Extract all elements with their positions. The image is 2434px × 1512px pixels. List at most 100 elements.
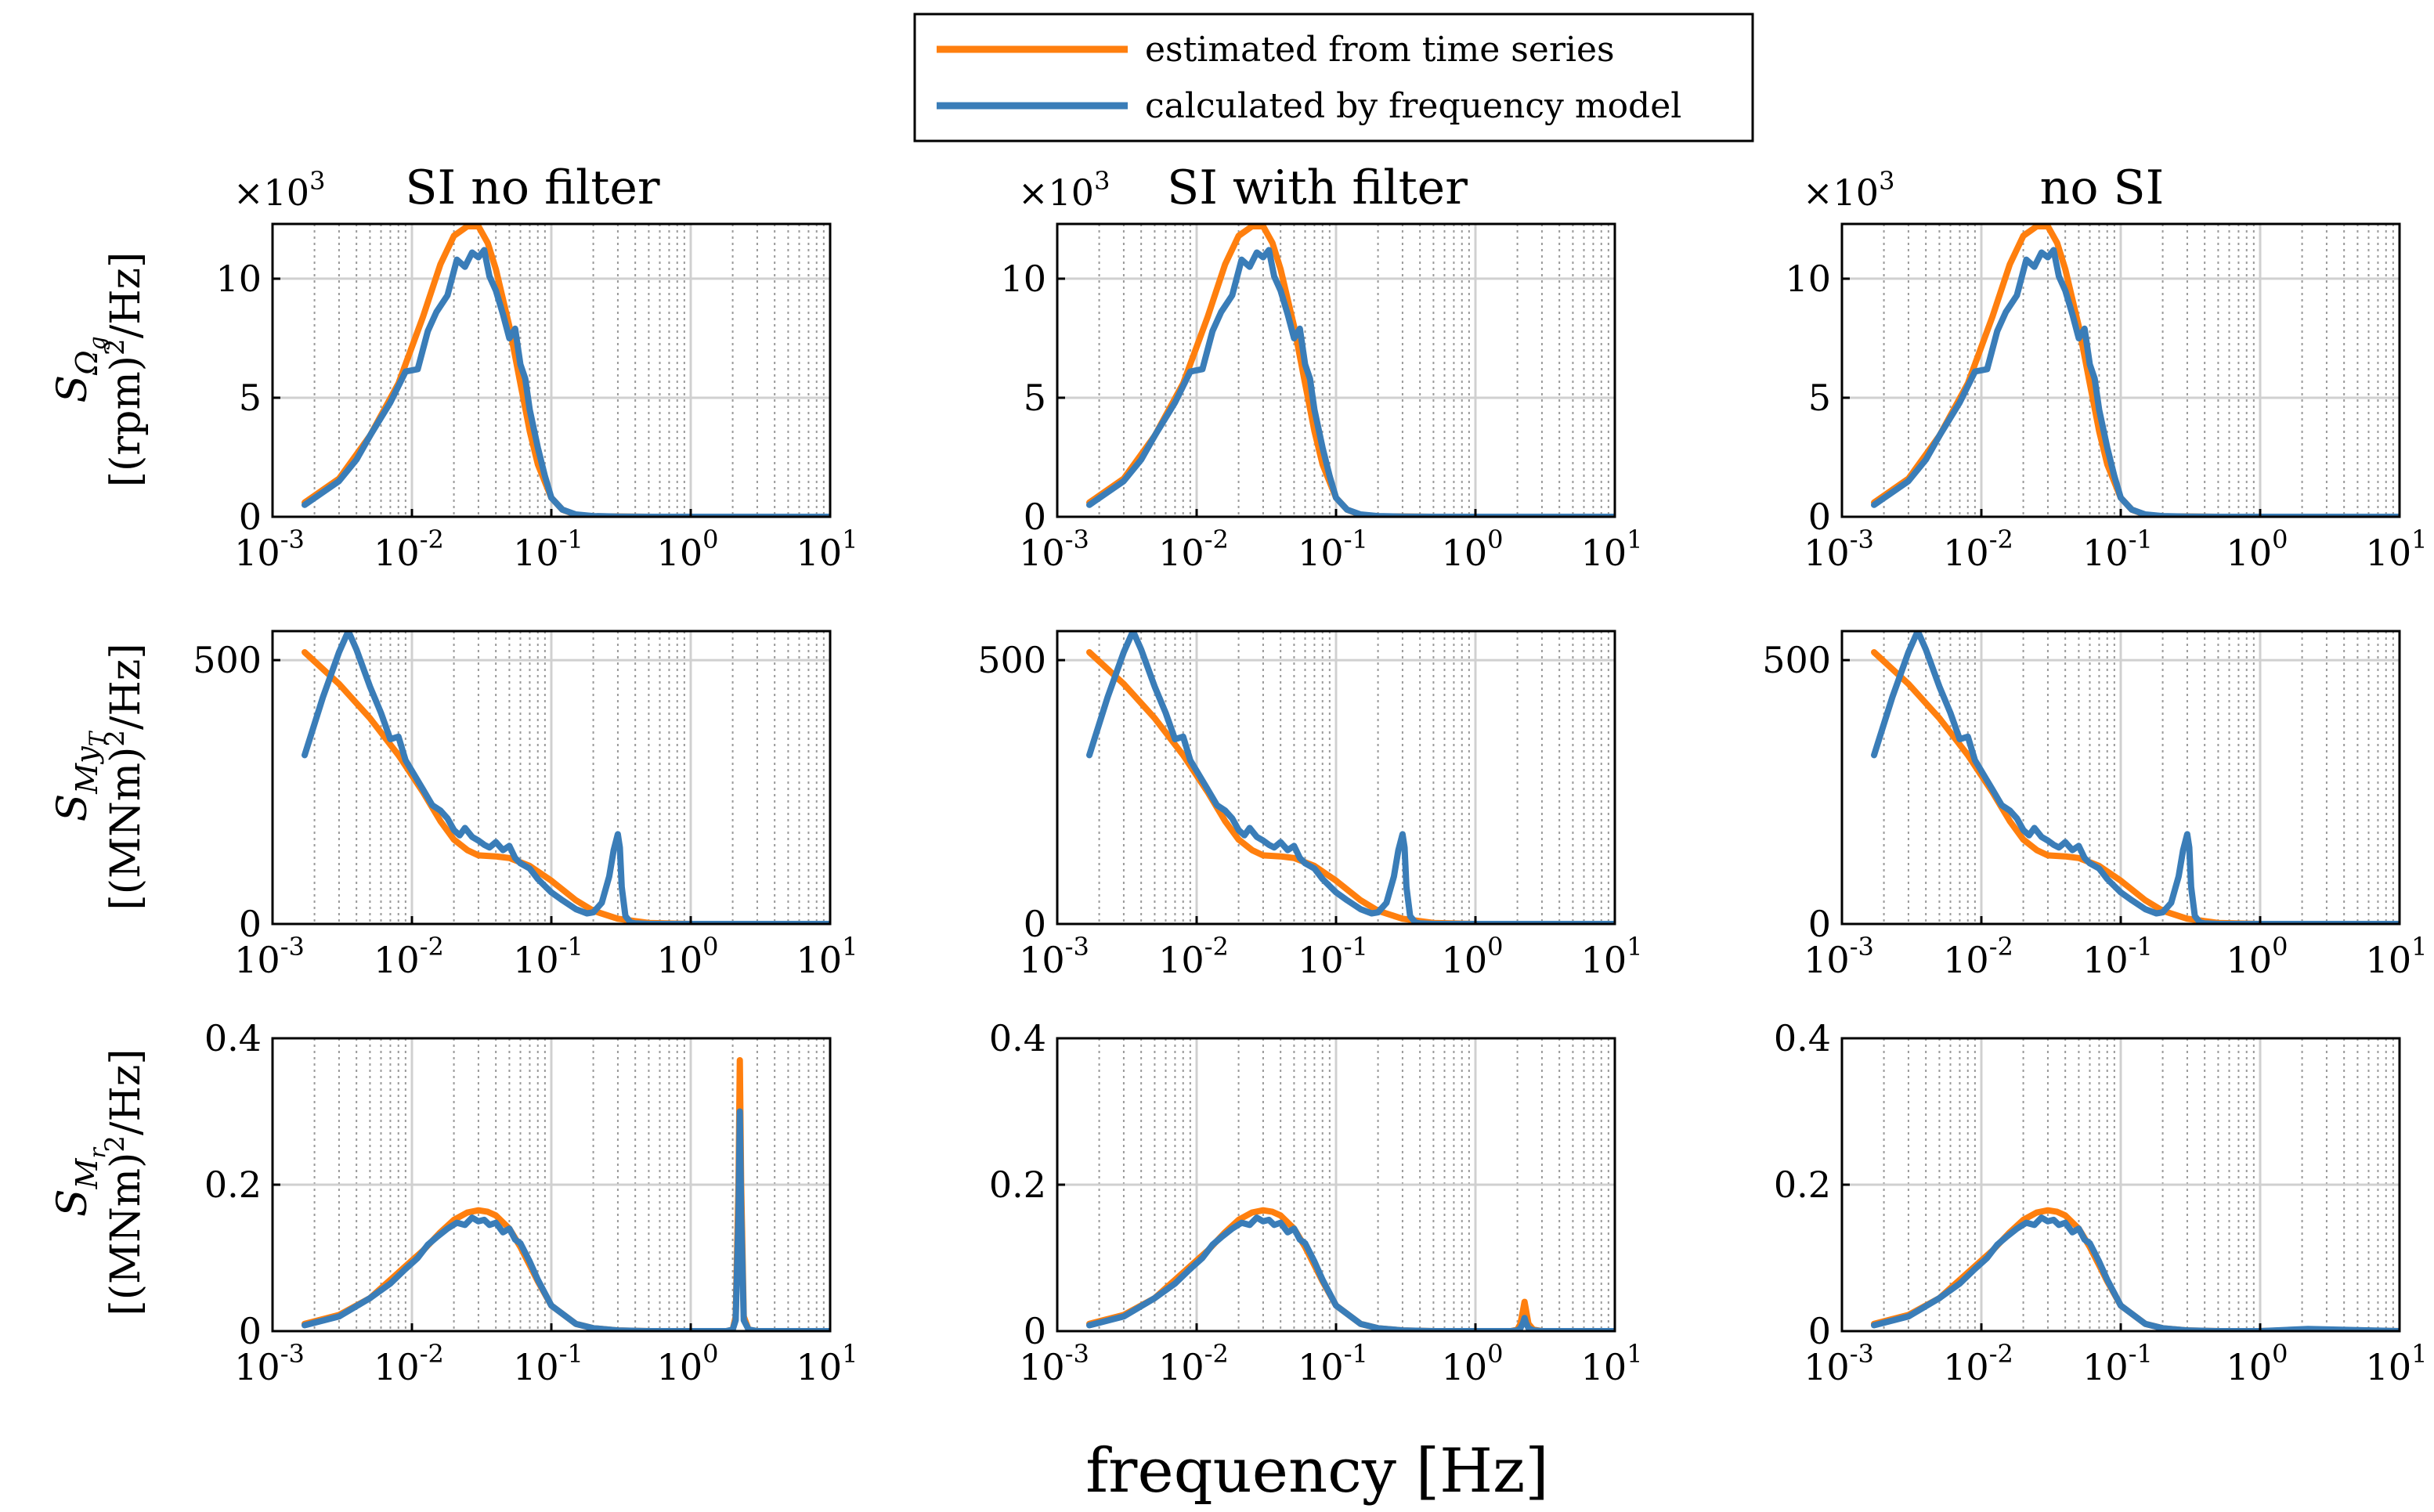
row2-subsub: r [85, 1146, 110, 1158]
y-tick-label: 500 [977, 639, 1046, 681]
x-tick-label: 10-2 [1943, 1339, 2013, 1388]
row1-sub: My [70, 746, 104, 795]
x-tick-label: 101 [796, 525, 858, 574]
y-tick-label: 0.2 [204, 1164, 262, 1206]
y-tick-label: 0 [1808, 1310, 1831, 1352]
x-tick-label: 100 [2226, 525, 2288, 574]
x-tick-label: 100 [2226, 1339, 2288, 1388]
x-tick-label: 101 [796, 1339, 858, 1388]
x-axis-label: frequency [Hz] [1085, 1436, 1548, 1507]
row-label-m-r: SMr [(MNm)2/Hz] [49, 1048, 150, 1315]
x-tick-label: 101 [1581, 1339, 1643, 1388]
x-tick-label: 10-3 [234, 525, 305, 574]
y-tick-label: 0.4 [204, 1017, 262, 1059]
row0-unit-sup: 2 [99, 338, 131, 355]
x-tick-label: 10-2 [1158, 1339, 1229, 1388]
series-line-estimated [1086, 1207, 1615, 1331]
x-tick-label: 10-3 [234, 1339, 305, 1388]
row2-unit: [(MNm) [103, 1153, 150, 1316]
x-tick-label: 10-3 [1019, 932, 1089, 981]
svg-text:SMyT: SMyT [49, 730, 110, 821]
row1-unit-tail: /Hz] [103, 643, 150, 730]
series-line-model [302, 631, 830, 924]
row2-sub: M [70, 1157, 104, 1189]
x-tick-label: 101 [1581, 932, 1643, 981]
series-line-estimated [302, 649, 830, 924]
x-tick-label: 10-3 [1804, 525, 1874, 574]
svg-text:[(rpm)2/Hz]: [(rpm)2/Hz] [99, 252, 150, 488]
panel-0-2: 10-3 10-2 10-1 100 101 0 5 10 ×103 [1785, 166, 2427, 574]
x-tick-label: 10-2 [374, 525, 444, 574]
series-line-estimated [1871, 649, 2400, 924]
x-tick-label: 10-3 [1019, 525, 1089, 574]
panel-0-0: 10-3 10-2 10-1 100 101 0 5 10 ×103 [215, 166, 858, 574]
y-tick-label: 0 [1024, 496, 1046, 538]
x-tick-label: 10-1 [2082, 525, 2153, 574]
y-multiplier: ×103 [1018, 166, 1110, 214]
series-line-model [1086, 247, 1615, 517]
x-tick-label: 10-2 [1943, 932, 2013, 981]
x-tick-label: 101 [2366, 1339, 2428, 1388]
y-tick-label: 0.2 [1774, 1164, 1831, 1206]
series-line-model [1871, 247, 2400, 517]
y-tick-label: 5 [1024, 377, 1046, 419]
x-tick-label: 100 [1442, 1339, 1504, 1388]
x-tick-label: 10-3 [1804, 932, 1874, 981]
x-tick-label: 100 [1442, 525, 1504, 574]
row1-unit-sup: 2 [99, 730, 131, 747]
y-tick-label: 0 [239, 496, 262, 538]
row0-subsub: g [85, 336, 110, 350]
x-tick-label: 100 [657, 932, 719, 981]
series-line-estimated [302, 224, 830, 517]
x-tick-label: 10-2 [374, 932, 444, 981]
panel-1-1: 10-3 10-2 10-1 100 101 0 500 [977, 630, 1643, 981]
x-tick-label: 10-1 [1298, 1339, 1368, 1388]
legend-box [913, 13, 1754, 143]
x-tick-label: 100 [2226, 932, 2288, 981]
y-tick-label: 5 [1808, 377, 1831, 419]
y-tick-label: 5 [239, 377, 262, 419]
column-title-no-si: no SI [2040, 161, 2165, 215]
y-tick-label: 0 [1808, 903, 1831, 945]
x-tick-label: 101 [2366, 525, 2428, 574]
x-tick-label: 10-1 [513, 525, 583, 574]
row-label-my-t: SMyT [(MNm)2/Hz] [49, 643, 150, 910]
row2-unit-tail: /Hz] [103, 1048, 150, 1135]
y-tick-label: 10 [215, 258, 262, 300]
y-multiplier: ×103 [1803, 166, 1894, 214]
series-line-estimated [1086, 649, 1615, 924]
y-multiplier: ×103 [233, 166, 325, 214]
legend-label-model: calculated by frequency model [1145, 86, 1681, 126]
panel-2-0: 10-3 10-2 10-1 100 101 0 0.2 0.4 [204, 1017, 858, 1388]
y-tick-label: 0 [1024, 1310, 1046, 1352]
y-tick-label: 0.4 [1774, 1017, 1831, 1059]
x-tick-label: 100 [1442, 932, 1504, 981]
panel-2-2: 10-3 10-2 10-1 100 101 0 0.2 0.4 [1774, 1017, 2428, 1388]
row0-sub: Ω [70, 350, 104, 376]
y-tick-label: 10 [1785, 258, 1831, 300]
row1-symbol: S [49, 794, 96, 822]
column-title-si-with-filter: SI with filter [1167, 161, 1468, 215]
x-tick-label: 10-1 [2082, 932, 2153, 981]
x-tick-label: 10-1 [2082, 1339, 2153, 1388]
series-line-model [302, 1108, 830, 1331]
x-tick-label: 101 [2366, 932, 2428, 981]
column-title-si-no-filter: SI no filter [405, 161, 660, 215]
panel-2-1: 10-3 10-2 10-1 100 101 0 0.2 0.4 [989, 1017, 1643, 1388]
x-tick-label: 10-2 [1158, 525, 1229, 574]
svg-text:SΩg: SΩg [49, 336, 110, 402]
y-tick-label: 10 [1000, 258, 1046, 300]
row1-unit: [(MNm) [103, 747, 150, 911]
x-tick-label: 10-2 [374, 1339, 444, 1388]
x-tick-label: 10-1 [513, 932, 583, 981]
row-label-omega-g: SΩg [(rpm)2/Hz] [49, 252, 150, 488]
series-line-model [1086, 631, 1615, 924]
row0-unit-tail: /Hz] [103, 252, 150, 339]
svg-text:[(MNm)2/Hz]: [(MNm)2/Hz] [99, 1048, 150, 1315]
x-tick-label: 100 [657, 1339, 719, 1388]
y-tick-label: 0.4 [989, 1017, 1046, 1059]
y-tick-label: 500 [1762, 639, 1831, 681]
x-tick-label: 10-3 [234, 932, 305, 981]
series-line-estimated [1871, 1207, 2400, 1331]
